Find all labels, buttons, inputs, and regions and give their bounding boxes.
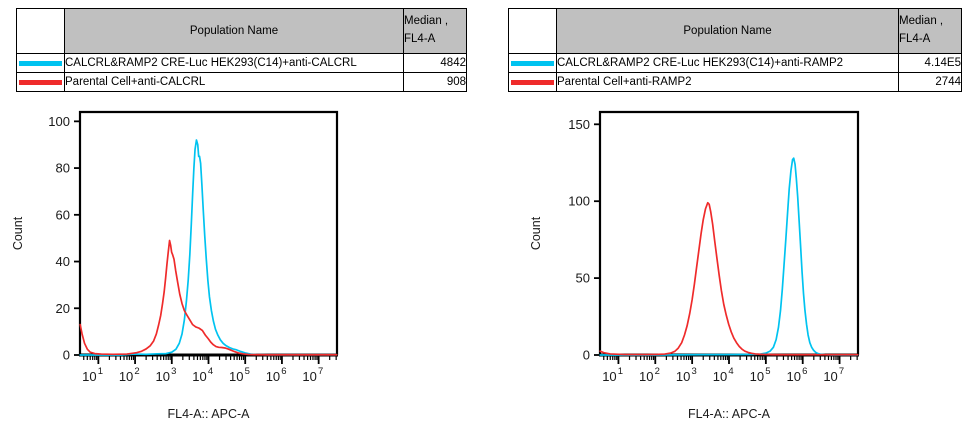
color-swatch <box>19 79 62 85</box>
x-axis-tick-label: 10 4 <box>192 366 213 384</box>
legend-table-right: Population Name Median , FL4-A CALCRL&RA… <box>508 8 962 92</box>
color-swatch <box>511 60 554 66</box>
color-swatch <box>511 79 554 85</box>
y-axis-tick-label: 150 <box>568 117 590 132</box>
x-axis-tick-base: 10 <box>82 369 96 384</box>
x-axis-tick-label: 10 1 <box>82 366 103 384</box>
x-axis-tick-label: 10 6 <box>266 366 287 384</box>
histogram-trace <box>599 157 859 356</box>
y-axis-tick-label: 50 <box>576 271 590 286</box>
x-axis-tick-exponent: 7 <box>318 366 323 377</box>
panel-left: Population Name Median , FL4-A CALCRL&RA… <box>11 8 467 421</box>
legend-row: Parental Cell+anti-CALCRL 908 <box>16 72 467 92</box>
x-axis-tick-base: 10 <box>192 369 206 384</box>
legend-header-median-line2: FL4-A <box>899 33 931 45</box>
legend-header-median-line1: Median , <box>404 15 449 28</box>
y-axis-tick-label: 80 <box>56 161 70 176</box>
legend-header-swatch <box>508 8 557 54</box>
x-axis-tick-exponent: 6 <box>802 366 807 377</box>
x-axis-tick-label: 10 2 <box>639 366 660 384</box>
legend-row: CALCRL&RAMP2 CRE-Luc HEK293(C14)+anti-RA… <box>508 53 962 73</box>
legend-median-value: 908 <box>403 72 467 92</box>
x-axis-tick-label: 10 2 <box>119 366 140 384</box>
x-axis-tick-base: 10 <box>602 369 616 384</box>
histogram-trace <box>79 139 338 356</box>
legend-header-median: Median , FL4-A <box>403 8 467 54</box>
plot-frame <box>598 110 860 355</box>
y-axis-tick-label: 40 <box>56 254 70 269</box>
x-axis-tick-base: 10 <box>266 369 280 384</box>
histogram-trace <box>79 239 338 356</box>
x-axis-tick-exponent: 1 <box>98 366 103 377</box>
x-axis-tick-label: 10 7 <box>302 366 323 384</box>
legend-header-median-line2: FL4-A <box>404 33 436 45</box>
x-axis-tick-exponent: 6 <box>281 366 286 377</box>
x-axis-tick-label: 10 5 <box>229 366 250 384</box>
x-axis-tick-label: 10 6 <box>786 366 807 384</box>
y-axis-tick-label: 0 <box>583 348 590 363</box>
x-axis-tick-base: 10 <box>639 369 653 384</box>
x-axis-tick-exponent: 2 <box>655 366 660 377</box>
x-axis-tick-exponent: 3 <box>171 366 176 377</box>
x-axis-tick-base: 10 <box>786 369 800 384</box>
x-axis-tick-label: 10 1 <box>602 366 623 384</box>
color-swatch <box>19 60 62 66</box>
x-axis-title: FL4-A:: APC-A <box>688 407 771 421</box>
y-axis-tick-label: 60 <box>56 207 70 222</box>
y-axis-tick-label: 0 <box>63 348 70 363</box>
x-axis-tick-exponent: 1 <box>618 366 623 377</box>
x-axis-tick-label: 10 3 <box>156 366 177 384</box>
x-axis-tick-base: 10 <box>676 369 690 384</box>
x-axis-tick-base: 10 <box>156 369 170 384</box>
x-axis-tick-exponent: 5 <box>245 366 250 377</box>
x-axis-tick-label: 10 4 <box>713 366 734 384</box>
x-axis-tick-label: 10 5 <box>750 366 771 384</box>
legend-row: Parental Cell+anti-RAMP2 2744 <box>508 72 962 92</box>
y-axis-tick-label: 100 <box>568 194 590 209</box>
x-axis-tick-exponent: 5 <box>765 366 770 377</box>
legend-color-swatch-red <box>16 72 65 92</box>
x-axis-tick-exponent: 4 <box>728 366 733 377</box>
x-axis-tick-exponent: 7 <box>839 366 844 377</box>
y-axis-tick-label: 100 <box>48 114 70 129</box>
y-axis-title: Count <box>11 216 25 250</box>
x-axis-tick-exponent: 4 <box>208 366 213 377</box>
x-axis-tick-base: 10 <box>713 369 727 384</box>
legend-table-left: Population Name Median , FL4-A CALCRL&RA… <box>16 8 467 92</box>
legend-color-swatch-red <box>508 72 557 92</box>
x-axis-tick-exponent: 3 <box>691 366 696 377</box>
legend-population-name: Parental Cell+anti-RAMP2 <box>556 72 899 92</box>
plot-frame <box>78 110 339 355</box>
x-axis-tick-label: 10 7 <box>823 366 844 384</box>
panel-right: Population Name Median , FL4-A CALCRL&RA… <box>486 0 972 438</box>
x-axis-tick-base: 10 <box>229 369 243 384</box>
legend-median-value: 2744 <box>898 72 962 92</box>
x-axis-tick-label: 10 3 <box>676 366 697 384</box>
x-axis-tick-exponent: 2 <box>134 366 139 377</box>
x-axis-title: FL4-A:: APC-A <box>168 407 251 421</box>
legend-population-name: CALCRL&RAMP2 CRE-Luc HEK293(C14)+anti-RA… <box>556 53 899 73</box>
y-axis-title: Count <box>529 216 543 250</box>
legend-header-row: Population Name Median , FL4-A <box>16 8 467 54</box>
legend-header-median-line1: Median , <box>899 15 944 28</box>
legend-population-name: Parental Cell+anti-CALCRL <box>64 72 404 92</box>
x-axis-tick-base: 10 <box>750 369 764 384</box>
x-axis-tick-base: 10 <box>302 369 316 384</box>
legend-median-value: 4.14E5 <box>898 53 962 73</box>
histogram-trace <box>599 201 859 356</box>
x-axis-tick-base: 10 <box>823 369 837 384</box>
legend-header-population-name: Population Name <box>64 8 404 54</box>
x-axis-tick-base: 10 <box>119 369 133 384</box>
legend-header-population-name: Population Name <box>556 8 899 54</box>
legend-header-swatch <box>16 8 65 54</box>
y-axis-tick-label: 20 <box>56 301 70 316</box>
legend-population-name: CALCRL&RAMP2 CRE-Luc HEK293(C14)+anti-CA… <box>64 53 404 73</box>
